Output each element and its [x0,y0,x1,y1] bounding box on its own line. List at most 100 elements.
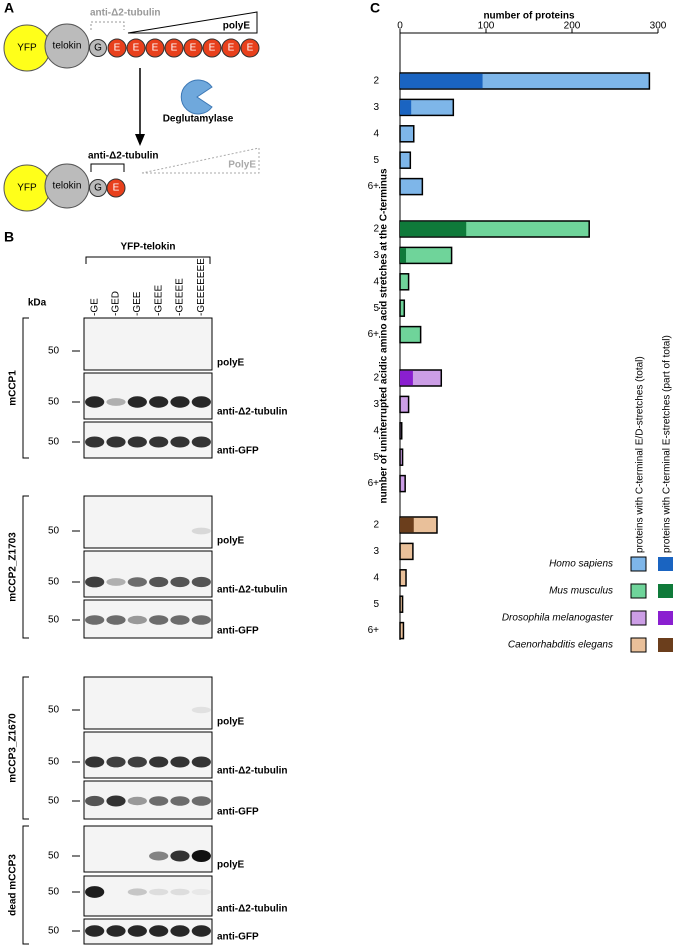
telokin-shape [44,23,90,69]
band [127,756,147,768]
band [106,795,126,807]
g-label: G [94,183,102,194]
band [149,576,169,588]
band [85,436,105,448]
y-tick-label: 2 [373,373,379,384]
bar-part [400,221,467,237]
e-residue [126,38,146,58]
band [191,396,211,408]
telokin-label: telokin [53,41,82,52]
band [85,756,105,768]
x-tick-label: 0 [397,21,403,32]
legend-label: Drosophila melanogaster [502,613,614,624]
y-tick-label: 6+ [368,625,380,636]
band [127,436,147,448]
band [127,615,147,625]
e-residue [240,38,260,58]
x-tick-label: 300 [650,21,667,32]
e-residue [202,38,222,58]
polye-label: polyE [223,21,251,32]
band [191,796,211,806]
antibody-label: anti-Δ2-tubulin [88,151,159,162]
band [149,888,169,896]
e-label: E [171,43,178,54]
kda-label: kDa [28,298,47,309]
bar-part [400,517,414,533]
legend-label: Caenorhabditis elegans [508,640,613,651]
band [85,886,105,898]
blots: -GE -GED -GEE -GEEE -GEEEE -GEEEEEEE mCCP1 50 po… [8,258,288,945]
polye-wedge [141,147,260,174]
g-residue [89,39,107,57]
group-label: mCCP3_Z1670 [8,713,19,783]
legend-swatch [630,556,647,572]
band [106,398,126,406]
band [170,436,190,448]
y-tick-label: 6+ [368,181,380,192]
telokin-label: telokin [53,181,82,192]
lane-label: -GED [111,291,122,316]
bar-chart: number of proteins 0 100 200 300 number of un… [368,11,673,653]
band [191,888,211,896]
blot [83,731,213,779]
yfp-label: YFP [17,43,37,54]
band [85,576,105,588]
e-label: E [113,183,120,194]
antibody-label: polyE [217,860,245,871]
e-residue [106,178,126,198]
e-residue [164,38,184,58]
bar-total [399,395,410,414]
e-residue [107,38,127,58]
bar-total [399,448,404,466]
band [85,925,105,937]
y-tick-label: 4 [373,128,379,139]
band [106,578,126,586]
band [191,615,211,625]
blot [83,495,213,549]
legend-label: Mus musculus [549,586,613,597]
marker-label: 50 [48,615,60,626]
panel-label: C [370,0,380,16]
legend-swatch [658,638,673,652]
band [170,576,190,588]
group-label: dead mCCP3 [8,854,19,916]
antibody-label: anti-Δ2-tubulin [217,407,288,418]
panel-label: B [4,229,14,245]
band [191,436,211,448]
antibody-label: anti-Δ2-tubulin [90,8,161,19]
band [127,796,147,806]
lane-label: -GEE [132,291,143,316]
band [149,436,169,448]
antibody-label: polyE [217,358,245,369]
marker-label: 50 [48,851,60,862]
legend-header: proteins with C-terminal E-stretches (pa… [662,335,673,553]
y-tick-label: 5 [373,599,379,610]
band [191,576,211,588]
telokin-shape [44,163,90,209]
epitope-bracket [90,21,125,30]
bar-total [399,177,424,196]
polye-wedge [127,11,258,34]
e-residue [145,38,165,58]
y-tick-label: 4 [373,276,379,287]
blot [83,317,213,371]
group-bracket [22,495,29,639]
e-label: E [133,43,140,54]
marker-label: 50 [48,926,60,937]
g-label: G [94,43,102,54]
bar-total [399,325,422,344]
blot [83,550,213,598]
bar-total [399,246,453,265]
y-axis-title: number of uninterrupted acidic amino aci… [379,168,390,503]
y-tick-label: 2 [373,224,379,235]
y-tick-label: 4 [373,425,379,436]
e-residue [221,38,241,58]
epitope-bracket [90,163,125,172]
blot [83,421,213,459]
antibody-label: anti-Δ2-tubulin [217,904,288,915]
antibody-label: anti-GFP [217,446,259,457]
y-tick-label: 2 [373,520,379,531]
antibody-label: polyE [217,536,245,547]
antibody-label: anti-Δ2-tubulin [217,766,288,777]
